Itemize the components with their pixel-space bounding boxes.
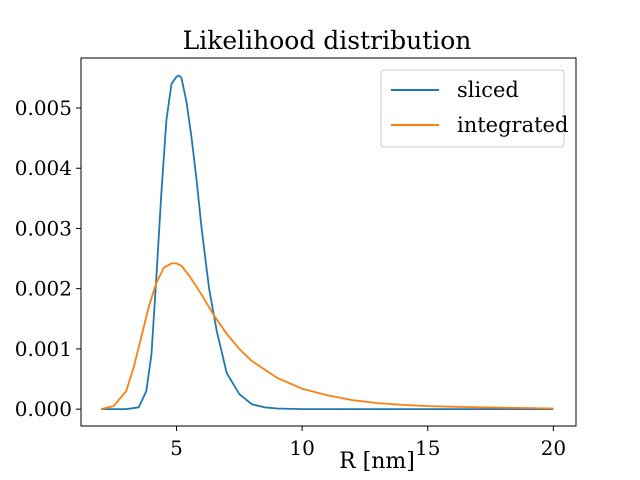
legend: sliced integrated (380, 69, 568, 148)
x-tick-label: 10 (289, 436, 314, 460)
y-tick-label: 0.004 (15, 156, 72, 180)
series-line-sliced (101, 74, 554, 411)
y-tick-label: 0.000 (15, 397, 72, 421)
y-axis: 0.000 0.001 0.002 0.003 0.004 0.005 (15, 96, 81, 421)
x-tick-label: 15 (415, 436, 440, 460)
x-axis-label: R [nm] (339, 449, 415, 474)
legend-label-sliced: sliced (457, 78, 519, 102)
y-tick-label: 0.001 (15, 337, 72, 361)
series-line-integrated (100, 262, 554, 410)
plot-frame (80, 57, 577, 427)
x-axis: 5 10 15 20 (170, 426, 566, 460)
y-tick-label: 0.005 (15, 96, 72, 120)
x-tick-label: 20 (541, 436, 566, 460)
y-tick-label: 0.003 (15, 216, 72, 240)
x-tick-label: 5 (170, 436, 183, 460)
y-tick-label: 0.002 (15, 277, 72, 301)
series-lines (100, 74, 554, 411)
chart-title: Likelihood distribution (183, 26, 472, 55)
legend-label-integrated: integrated (457, 113, 568, 137)
